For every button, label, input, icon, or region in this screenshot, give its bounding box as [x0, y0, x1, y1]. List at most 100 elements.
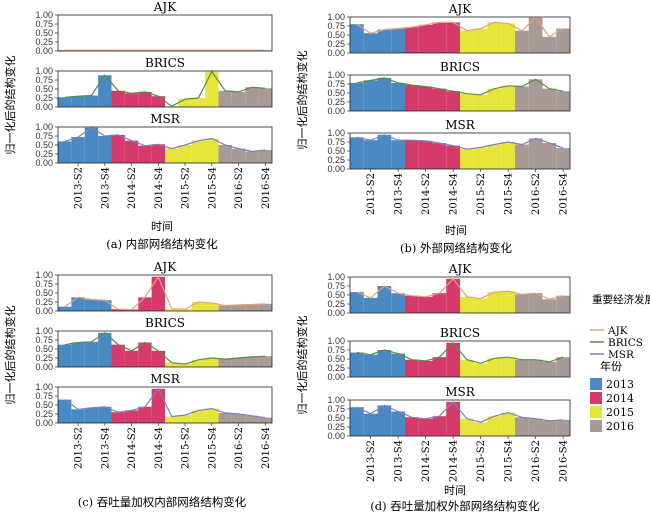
bar — [405, 140, 419, 169]
bar — [515, 359, 529, 377]
y-tick-label: 0.75 — [327, 281, 345, 291]
bar — [446, 145, 460, 169]
bar — [350, 24, 364, 53]
bar — [245, 356, 259, 367]
y-tick-label: 0.75 — [327, 137, 345, 147]
bar — [205, 408, 219, 423]
x-tick-label: 2015-S4 — [207, 167, 218, 209]
bar — [528, 17, 543, 53]
facet-title: AJK — [448, 262, 472, 276]
bar — [473, 147, 488, 169]
x-tick-label: 2014-S2 — [127, 167, 138, 209]
panel-1: AJK0.000.250.500.751.00BRICS0.000.250.50… — [327, 2, 571, 215]
bar — [432, 357, 447, 377]
y-tick-label: 0.75 — [35, 75, 53, 85]
x-tick-label: 2016-S2 — [234, 167, 245, 209]
bar — [487, 88, 502, 111]
bar — [191, 359, 206, 367]
bar — [138, 342, 152, 367]
bar — [528, 293, 543, 313]
series-line — [356, 134, 564, 150]
bar — [258, 356, 272, 367]
bar — [71, 96, 85, 107]
bar — [138, 145, 152, 163]
bar — [231, 358, 246, 367]
ylabel-d: 归一化后的结构变化 — [295, 316, 309, 415]
bar — [487, 416, 502, 436]
y-tick-label: 0.00 — [327, 106, 345, 116]
bar — [515, 86, 529, 111]
bar — [528, 418, 543, 436]
bar — [460, 149, 474, 169]
x-tick-label: 2014-S4 — [154, 427, 165, 469]
y-tick-label: 0.00 — [327, 308, 345, 318]
x-tick-label: 2014-S2 — [421, 173, 432, 215]
bar — [98, 332, 112, 367]
bar — [231, 414, 246, 423]
y-tick-label: 0.00 — [327, 431, 345, 441]
bar — [363, 140, 378, 169]
bar — [432, 88, 447, 111]
bar — [231, 148, 246, 163]
bar — [98, 300, 112, 311]
bar — [350, 82, 364, 111]
legend-year-swatch — [590, 378, 602, 390]
caption-d: (d) 吞吐量加权外部网络结构变化 — [370, 499, 540, 513]
bar — [418, 360, 433, 377]
bar — [111, 90, 125, 107]
bar — [556, 357, 570, 377]
y-tick-label: 0.75 — [35, 279, 53, 289]
series-line — [64, 275, 266, 311]
bar — [363, 413, 378, 436]
bar — [418, 418, 433, 436]
facet-title: MSR — [445, 385, 476, 399]
legend-year-title: 年份 — [600, 359, 622, 373]
bar — [58, 141, 72, 163]
bar — [377, 405, 392, 436]
x-tick-label: 2015-S2 — [476, 440, 487, 482]
y-tick-label: 0.50 — [35, 400, 53, 410]
y-tick-label: 0.50 — [35, 84, 53, 94]
x-tick-label: 2016-S4 — [261, 427, 272, 469]
bar — [460, 30, 474, 53]
bar — [191, 410, 206, 423]
bar — [165, 308, 179, 311]
legend-year-swatch — [590, 420, 602, 432]
x-tick-label: 2016-S4 — [261, 167, 272, 209]
bar — [71, 137, 85, 163]
bar — [418, 86, 433, 111]
bar — [178, 145, 192, 163]
ylabel-b: 归一化后的结构变化 — [295, 51, 309, 150]
x-tick-label: 2013-S4 — [394, 440, 405, 482]
bar — [556, 91, 570, 111]
chart-panels: AJK0.000.250.500.751.00BRICS0.000.250.50… — [35, 0, 571, 482]
bar — [446, 22, 460, 53]
bar — [391, 28, 405, 53]
y-tick-label: 0.50 — [327, 290, 345, 300]
bar — [377, 29, 392, 53]
x-tick-label: 2016-S4 — [559, 173, 570, 215]
bar — [528, 138, 543, 169]
bar — [111, 309, 125, 311]
bar — [138, 91, 152, 107]
series-line — [356, 77, 564, 96]
y-tick-label: 1.00 — [327, 70, 345, 80]
bar — [258, 150, 272, 163]
bar — [58, 97, 72, 107]
legend-region-label: BRICS — [608, 337, 643, 349]
bar — [460, 359, 474, 377]
x-tick-label: 2016-S2 — [234, 427, 245, 469]
xlabel-a: 时间 — [151, 220, 173, 233]
y-tick-label: 0.00 — [327, 164, 345, 174]
bar — [138, 297, 152, 311]
y-tick-label: 0.75 — [35, 131, 53, 141]
y-tick-label: 1.00 — [327, 12, 345, 22]
facet-frame — [57, 14, 273, 52]
legend-year-swatch — [590, 392, 602, 404]
bar — [84, 127, 99, 163]
y-tick-label: 0.00 — [35, 306, 53, 316]
caption-a: (a) 内部网络结构变化 — [106, 237, 218, 251]
legend-year-label: 2014 — [606, 392, 634, 405]
y-tick-label: 0.75 — [35, 391, 53, 401]
